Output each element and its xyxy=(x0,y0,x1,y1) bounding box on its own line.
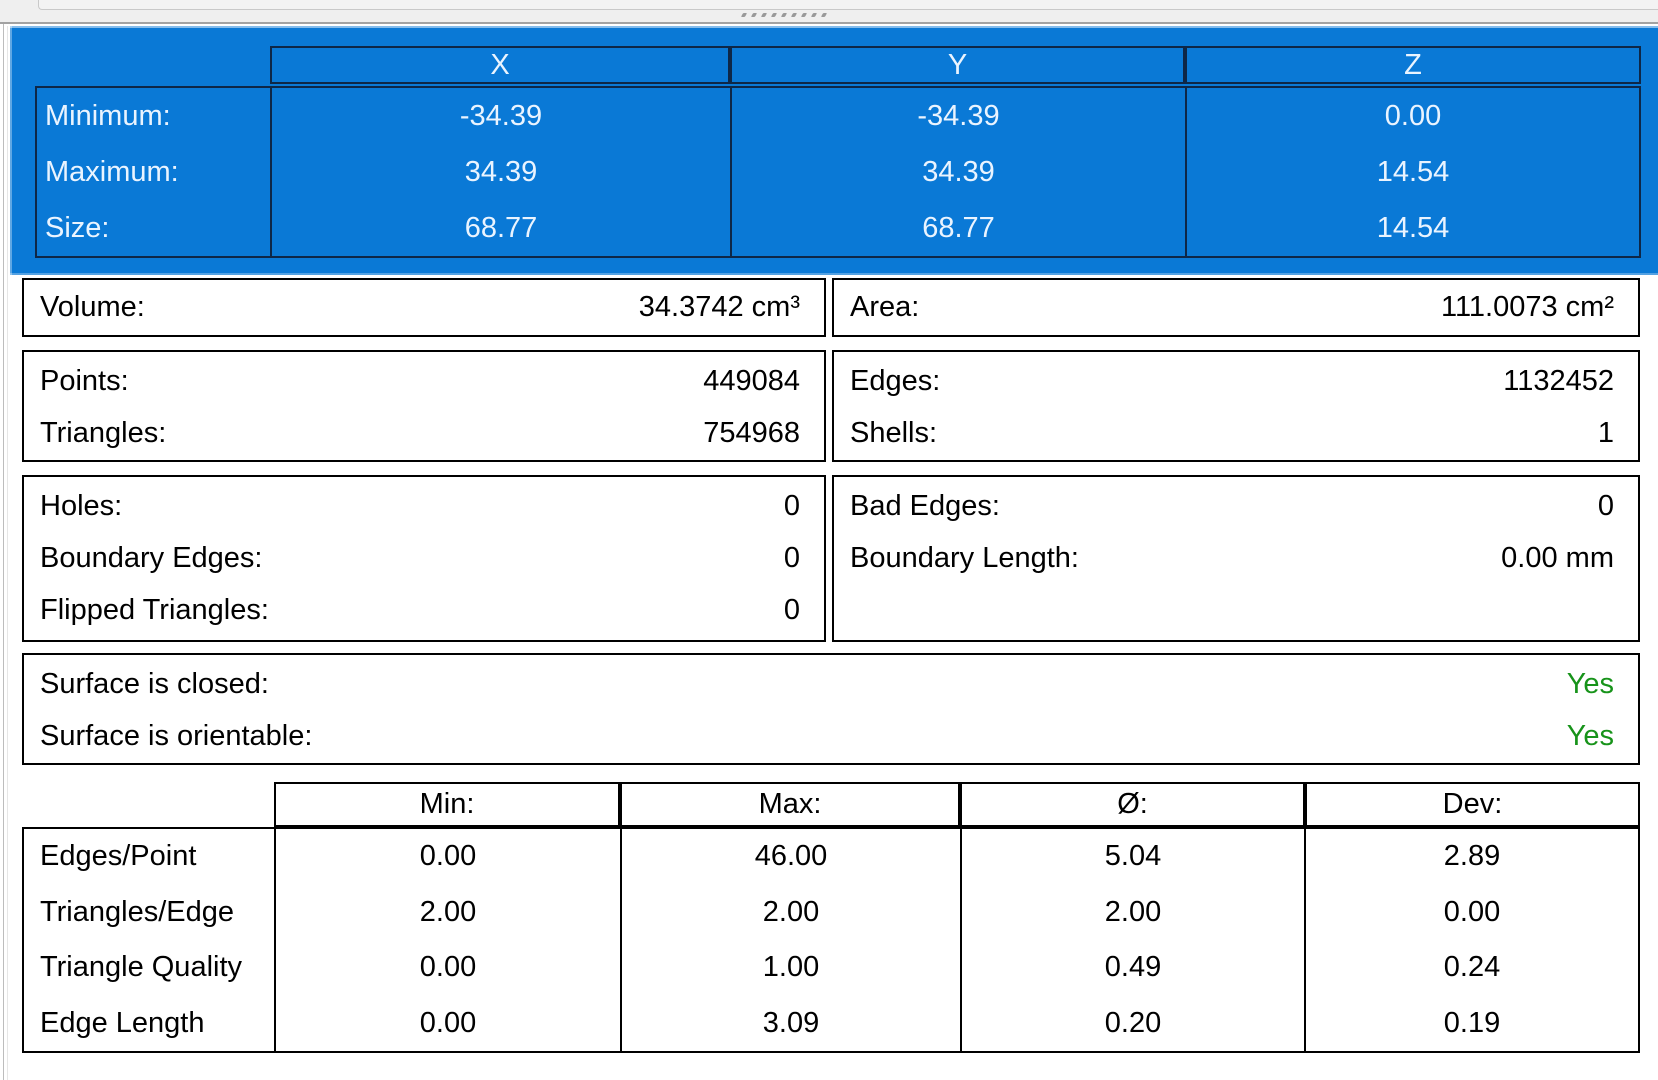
bounds-section: X Y Z Minimum: -34.39 -34.39 0.00 Maximu… xyxy=(10,26,1658,275)
quality-value: 0.00 xyxy=(274,829,620,885)
shells-label: Shells: xyxy=(850,416,938,449)
quality-table: Edges/Point 0.00 46.00 5.04 2.89 Triangl… xyxy=(22,827,1640,1053)
points-triangles-box: Points: 449084 Triangles: 754968 xyxy=(22,350,826,462)
bounds-value: 34.39 xyxy=(270,144,730,200)
panel-left-border xyxy=(3,24,4,1080)
flipped-triangles-label: Flipped Triangles: xyxy=(40,593,269,626)
quality-value: 3.09 xyxy=(620,995,960,1051)
bounds-row-label: Minimum: xyxy=(45,99,171,132)
points-label: Points: xyxy=(40,364,129,397)
quality-row-label: Triangle Quality xyxy=(40,951,243,984)
area-value: 111.0073 cm² xyxy=(1440,291,1614,323)
edges-shells-box: Edges: 1132452 Shells: 1 xyxy=(832,350,1640,462)
bounds-col-header-y: Y xyxy=(730,46,1185,84)
quality-value: 2.00 xyxy=(960,884,1304,940)
volume-label: Volume: xyxy=(40,291,145,323)
top-strip xyxy=(0,0,1658,22)
defects-left-box: Holes: 0 Boundary Edges: 0 Flipped Trian… xyxy=(22,475,826,642)
triangles-label: Triangles: xyxy=(40,416,167,449)
area-box: Area: 111.0073 cm² xyxy=(832,278,1640,337)
quality-value: 2.00 xyxy=(274,884,620,940)
bounds-row-label: Maximum: xyxy=(45,155,179,188)
bounds-row-label: Size: xyxy=(45,211,110,244)
surface-orientable-value: Yes xyxy=(1566,719,1614,752)
bounds-value: -34.39 xyxy=(270,88,730,144)
surface-closed-label: Surface is closed: xyxy=(40,667,269,700)
bounds-value: -34.39 xyxy=(730,88,1185,144)
quality-col-header-dev: Dev: xyxy=(1305,782,1640,827)
bounds-value: 68.77 xyxy=(730,200,1185,256)
bounds-col-header-z: Z xyxy=(1185,46,1641,84)
quality-value: 2.89 xyxy=(1304,829,1638,885)
panel-above-edge xyxy=(38,0,1658,10)
triangles-value: 754968 xyxy=(703,416,800,449)
panel-top-border xyxy=(0,22,1658,24)
boundary-length-label: Boundary Length: xyxy=(850,541,1079,574)
surface-box: Surface is closed: Yes Surface is orient… xyxy=(22,653,1640,765)
splitter-grip-icon[interactable] xyxy=(740,13,828,17)
bounds-col-header-x: X xyxy=(270,46,730,84)
quality-col-header-min: Min: xyxy=(274,782,620,827)
volume-box: Volume: 34.3742 cm³ xyxy=(22,278,826,337)
bounds-value: 0.00 xyxy=(1185,88,1639,144)
flipped-triangles-value: 0 xyxy=(783,593,800,626)
bad-edges-value: 0 xyxy=(1597,489,1614,522)
quality-value: 0.00 xyxy=(1304,884,1638,940)
area-label: Area: xyxy=(850,291,920,323)
quality-row-label: Triangles/Edge xyxy=(40,895,234,928)
quality-value: 0.24 xyxy=(1304,940,1638,996)
quality-value: 0.00 xyxy=(274,940,620,996)
quality-row-label: Edge Length xyxy=(40,1006,205,1039)
boundary-length-value: 0.00 mm xyxy=(1501,541,1614,574)
quality-value: 0.00 xyxy=(274,995,620,1051)
boundary-edges-label: Boundary Edges: xyxy=(40,541,263,574)
quality-value: 2.00 xyxy=(620,884,960,940)
edges-label: Edges: xyxy=(850,364,941,397)
quality-value: 5.04 xyxy=(960,829,1304,885)
quality-row-label: Edges/Point xyxy=(40,840,197,873)
bounds-value: 34.39 xyxy=(730,144,1185,200)
quality-col-header-avg: Ø: xyxy=(960,782,1305,827)
panel-left-border-inner xyxy=(7,26,8,1080)
bad-edges-label: Bad Edges: xyxy=(850,489,1000,522)
quality-value: 46.00 xyxy=(620,829,960,885)
points-value: 449084 xyxy=(703,364,800,397)
volume-value: 34.3742 cm³ xyxy=(638,291,800,323)
holes-value: 0 xyxy=(783,489,800,522)
boundary-edges-value: 0 xyxy=(783,541,800,574)
surface-orientable-label: Surface is orientable: xyxy=(40,719,313,752)
quality-col-header-max: Max: xyxy=(620,782,960,827)
quality-section: Min: Max: Ø: Dev: Edges/Point 0.00 46.00… xyxy=(22,782,1640,1053)
quality-value: 1.00 xyxy=(620,940,960,996)
quality-value: 0.19 xyxy=(1304,995,1638,1051)
edges-value: 1132452 xyxy=(1503,364,1614,397)
bounds-value: 14.54 xyxy=(1185,200,1639,256)
quality-value: 0.20 xyxy=(960,995,1304,1051)
shells-value: 1 xyxy=(1597,416,1614,449)
defects-right-box: Bad Edges: 0 Boundary Length: 0.00 mm xyxy=(832,475,1640,642)
holes-label: Holes: xyxy=(40,489,123,522)
bounds-value: 14.54 xyxy=(1185,144,1639,200)
surface-closed-value: Yes xyxy=(1566,667,1614,700)
bounds-table: Minimum: -34.39 -34.39 0.00 Maximum: 34.… xyxy=(35,86,1641,258)
quality-value: 0.49 xyxy=(960,940,1304,996)
bounds-value: 68.77 xyxy=(270,200,730,256)
